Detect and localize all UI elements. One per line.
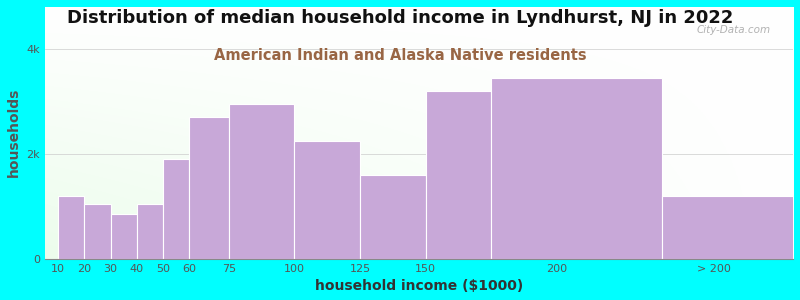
- Bar: [294, 141, 360, 259]
- Text: Distribution of median household income in Lyndhurst, NJ in 2022: Distribution of median household income …: [67, 9, 733, 27]
- Text: City-Data.com: City-Data.com: [697, 25, 770, 34]
- Bar: [662, 196, 800, 259]
- X-axis label: household income ($1000): household income ($1000): [315, 279, 523, 293]
- Bar: [163, 159, 190, 259]
- Bar: [110, 214, 137, 259]
- Bar: [426, 91, 491, 259]
- Bar: [491, 78, 662, 259]
- Bar: [84, 204, 110, 259]
- Bar: [58, 196, 84, 259]
- Bar: [229, 104, 294, 259]
- Bar: [190, 117, 229, 259]
- Y-axis label: households: households: [7, 88, 21, 178]
- Bar: [137, 204, 163, 259]
- Text: American Indian and Alaska Native residents: American Indian and Alaska Native reside…: [214, 48, 586, 63]
- Bar: [360, 175, 426, 259]
